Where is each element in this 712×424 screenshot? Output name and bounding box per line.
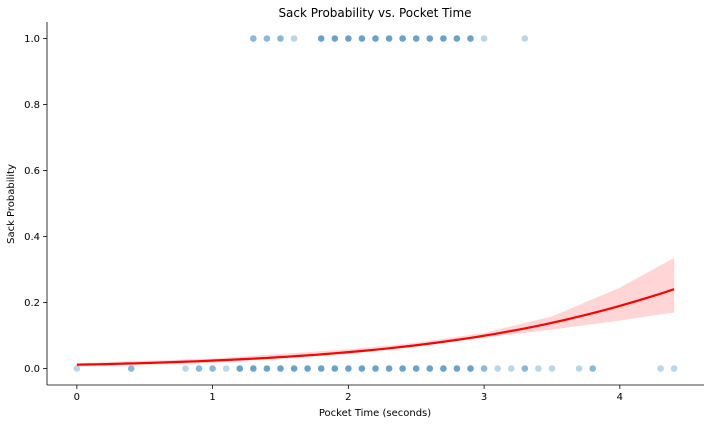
no-sack-point: [317, 365, 325, 372]
y-tick-label: 0.2: [24, 298, 40, 309]
y-ticks: 0.0 0.2 0.4 0.6 0.8 1.0: [24, 34, 47, 375]
no-sack-point: [440, 365, 447, 372]
no-sack-point: [222, 365, 230, 372]
sack-point: [331, 35, 339, 42]
no-sack-point: [263, 365, 271, 372]
no-sack-point: [182, 365, 189, 372]
sack-point: [440, 35, 447, 42]
y-tick-label: 0.8: [24, 100, 40, 111]
sack-point: [263, 35, 271, 42]
no-sack-point: [345, 365, 352, 372]
sack-point: [426, 35, 434, 42]
chart-title: Sack Probability vs. Pocket Time: [278, 6, 471, 20]
x-tick-label: 2: [345, 392, 351, 403]
no-sack-point: [290, 365, 298, 372]
fit-line-layer: [76, 288, 675, 366]
no-sack-point: [494, 365, 502, 372]
sack-point: [277, 35, 284, 42]
sack-point: [372, 35, 379, 42]
sack-point: [250, 35, 257, 42]
sack-point: [385, 35, 393, 42]
no-sack-point: [304, 365, 311, 372]
no-sack-point: [331, 365, 339, 372]
no-sack-point: [73, 365, 81, 372]
no-sack-point: [412, 365, 420, 372]
y-axis-label: Sack Probability: [6, 164, 17, 244]
no-sack-point: [277, 365, 284, 372]
y-tick-label: 0.0: [24, 364, 40, 375]
x-tick-label: 1: [209, 392, 215, 403]
no-sack-point: [467, 365, 474, 372]
sack-point: [399, 35, 406, 42]
sack-point: [453, 35, 461, 42]
no-sack-point: [670, 365, 678, 372]
sack-point: [345, 35, 352, 42]
no-sack-point: [521, 365, 529, 372]
no-sack-point: [250, 365, 257, 372]
y-tick-label: 1.0: [24, 34, 40, 45]
x-ticks: 0 1 2 3 4: [74, 385, 623, 403]
no-sack-point: [657, 365, 664, 372]
no-sack-point: [453, 365, 461, 372]
no-sack-point: [236, 365, 244, 372]
y-tick-label: 0.4: [24, 232, 40, 243]
y-tick-label: 0.6: [24, 166, 40, 177]
sack-point: [467, 35, 474, 42]
sack-point: [290, 35, 298, 42]
sack-point: [412, 35, 420, 42]
sack-point: [358, 35, 366, 42]
no-sack-point: [399, 365, 406, 372]
sack-point: [521, 35, 529, 42]
no-sack-point: [385, 365, 393, 372]
sack-point: [317, 35, 325, 42]
no-sack-point: [209, 365, 216, 372]
no-sack-point: [358, 365, 366, 372]
x-tick-label: 0: [74, 392, 80, 403]
no-sack-point: [127, 365, 135, 372]
scatter-points-layer: [73, 35, 678, 372]
no-sack-point: [589, 365, 596, 372]
no-sack-point: [507, 365, 515, 372]
x-tick-label: 4: [617, 392, 623, 403]
no-sack-point: [372, 365, 379, 372]
no-sack-point: [480, 365, 488, 372]
no-sack-point: [535, 365, 542, 372]
sack-point: [480, 35, 488, 42]
no-sack-point: [426, 365, 434, 372]
no-sack-point: [195, 365, 203, 372]
x-axis-label: Pocket Time (seconds): [319, 408, 431, 419]
no-sack-point: [548, 365, 556, 372]
x-tick-label: 3: [481, 392, 487, 403]
no-sack-point: [575, 365, 583, 372]
fit-line: [76, 288, 675, 366]
